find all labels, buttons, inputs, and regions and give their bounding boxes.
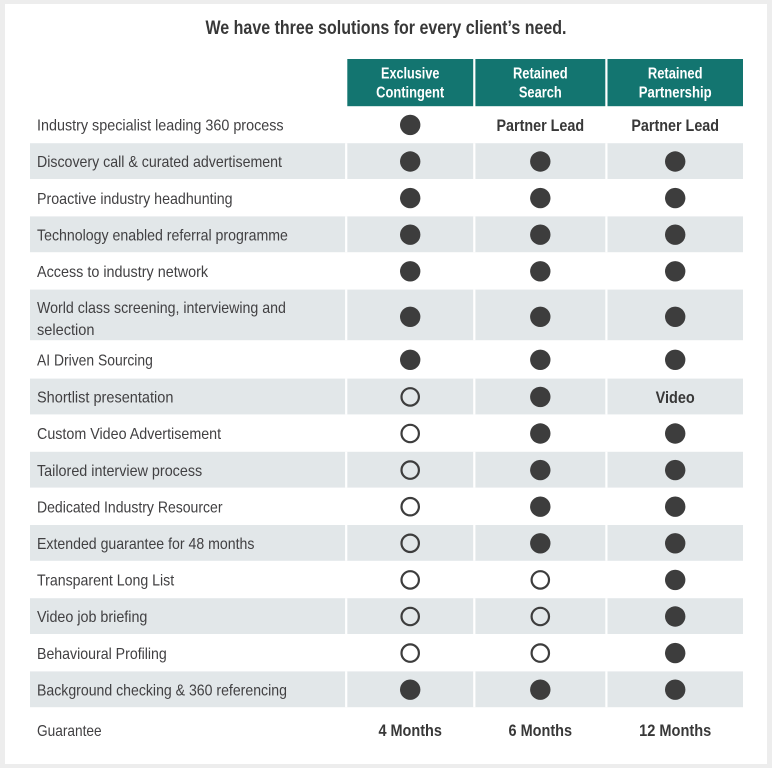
svg-text:Partnership: Partnership: [639, 84, 712, 101]
svg-text:Behavioural Profiling: Behavioural Profiling: [37, 646, 167, 663]
svg-text:Background checking & 360 refe: Background checking & 360 referencing: [37, 682, 287, 699]
svg-text:Video job briefing: Video job briefing: [37, 609, 147, 626]
svg-text:6 Months: 6 Months: [509, 721, 573, 740]
svg-text:Guarantee: Guarantee: [37, 723, 102, 740]
svg-text:Discovery call & curated adver: Discovery call & curated advertisement: [37, 154, 282, 171]
svg-text:Dedicated Industry Resourcer: Dedicated Industry Resourcer: [37, 499, 223, 516]
svg-text:Retained: Retained: [513, 66, 568, 83]
svg-text:We have three solutions for ev: We have three solutions for every client…: [206, 18, 567, 39]
svg-text:AI Driven Sourcing: AI Driven Sourcing: [37, 353, 153, 370]
svg-text:Partner Lead: Partner Lead: [496, 116, 584, 135]
svg-text:Retained: Retained: [648, 66, 703, 83]
svg-text:Industry specialist leading 36: Industry specialist leading 360 process: [37, 118, 284, 135]
svg-text:4 Months: 4 Months: [378, 721, 442, 740]
svg-text:Search: Search: [519, 84, 562, 101]
svg-text:Partner Lead: Partner Lead: [631, 116, 719, 135]
svg-text:Exclusive: Exclusive: [381, 66, 440, 83]
svg-text:12 Months: 12 Months: [639, 721, 711, 740]
svg-text:Custom Video Advertisement: Custom Video Advertisement: [37, 426, 222, 443]
svg-text:Extended guarantee for 48 mont: Extended guarantee for 48 months: [37, 536, 254, 553]
svg-text:selection: selection: [37, 322, 95, 339]
svg-text:Proactive industry headhunting: Proactive industry headhunting: [37, 191, 233, 208]
svg-text:Contingent: Contingent: [376, 84, 444, 101]
svg-text:World class screening, intervi: World class screening, interviewing and: [37, 300, 286, 317]
svg-text:Video: Video: [656, 388, 695, 407]
svg-text:Technology enabled referral pr: Technology enabled referral programme: [37, 227, 288, 244]
svg-text:Transparent Long List: Transparent Long List: [37, 573, 175, 590]
svg-text:Shortlist presentation: Shortlist presentation: [37, 390, 173, 407]
svg-text:Tailored interview process: Tailored interview process: [37, 463, 202, 480]
svg-text:Access to industry network: Access to industry network: [37, 264, 209, 281]
